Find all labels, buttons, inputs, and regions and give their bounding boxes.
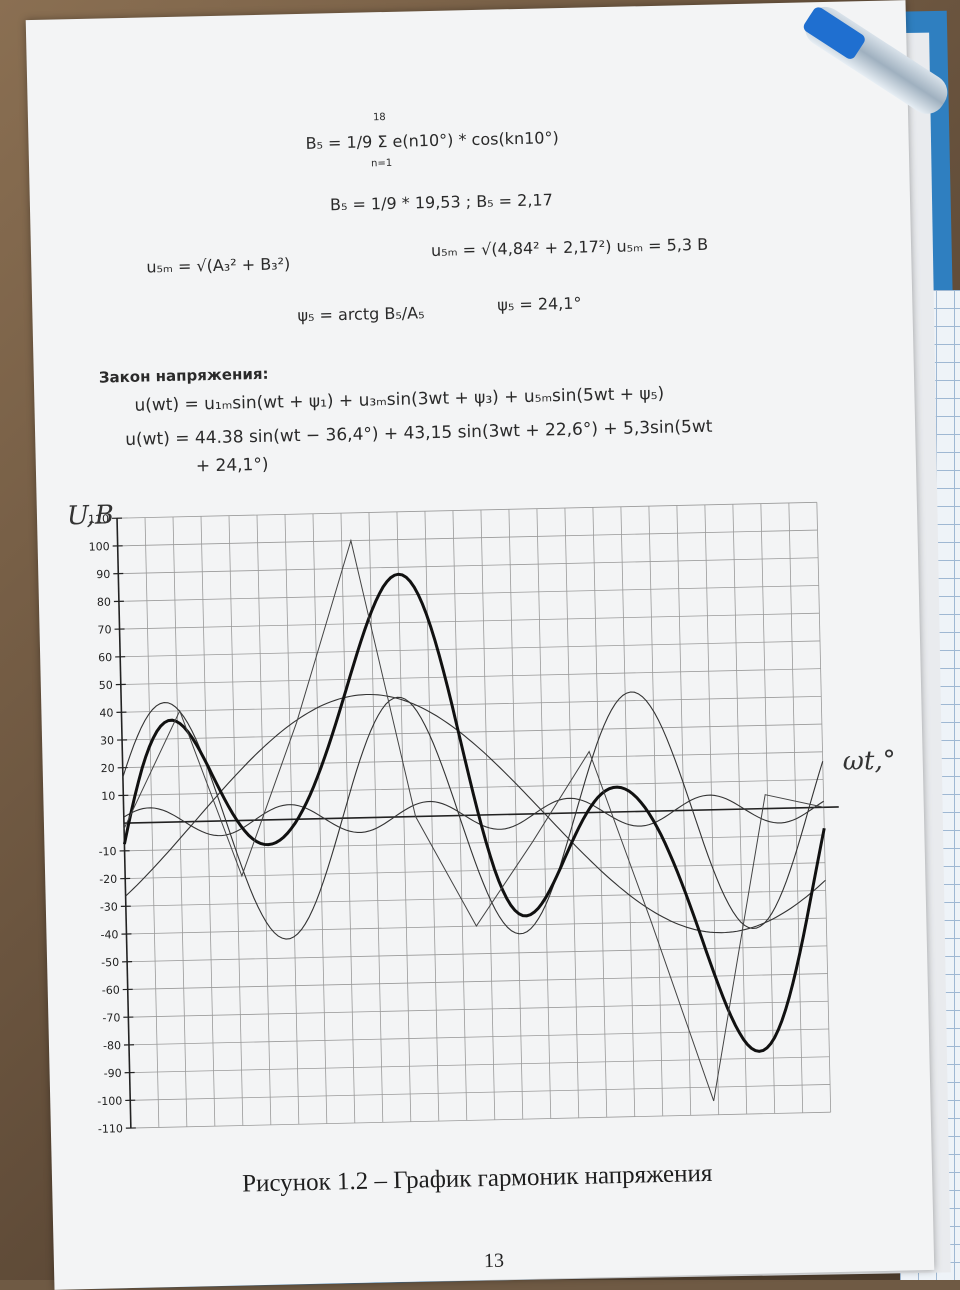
y-tick-label: -20 xyxy=(99,873,117,886)
y-tick-label: 20 xyxy=(101,762,115,775)
grid-line-horizontal xyxy=(119,585,819,601)
y-tick-label: 10 xyxy=(101,790,115,803)
grid-line-horizontal xyxy=(128,974,828,990)
harmonics-chart: 110100908070605040302010-10-20-30-40-50-… xyxy=(57,481,872,1159)
grid-line-horizontal xyxy=(126,890,826,906)
y-tick-label: -70 xyxy=(102,1011,120,1024)
b5-sum-formula: B₅ = 1/9 Σ e(n10°) * cos(kn10°) xyxy=(305,128,559,153)
y-tick-label: -30 xyxy=(100,900,118,913)
y-tick-label: -110 xyxy=(98,1122,123,1136)
grid-line-horizontal xyxy=(125,863,825,879)
grid-line-horizontal xyxy=(120,641,820,657)
y-tick-label: 50 xyxy=(99,679,113,692)
grid-line-horizontal xyxy=(118,558,818,574)
sum-upper-limit: 18 xyxy=(373,112,386,123)
grid-line-horizontal xyxy=(122,724,822,740)
y-tick-label: 100 xyxy=(89,540,110,553)
grid-line-horizontal xyxy=(120,613,820,629)
sampled-voltage-polyline xyxy=(118,530,831,1114)
psi5-value: ψ₅ = 24,1° xyxy=(497,294,582,315)
sum-lower-limit: n=1 xyxy=(371,158,392,169)
grid-line-horizontal xyxy=(117,502,817,518)
y-tick-label: -90 xyxy=(104,1067,122,1080)
u5m-calculation: u₅ₘ = √(4,84² + 2,17²) u₅ₘ = 5,3 В xyxy=(431,235,709,260)
psi5-definition: ψ₅ = arctg B₅/A₅ xyxy=(297,303,424,325)
figure-caption: Рисунок 1.2 – График гармоник напряжения xyxy=(242,1160,713,1199)
x-axis-handwritten-label: ωt,° xyxy=(842,746,896,777)
grid-line-horizontal xyxy=(121,669,821,685)
b5-calc-formula: B₅ = 1/9 * 19,53 ; B₅ = 2,17 xyxy=(330,190,553,214)
document-page: B₅ = 1/9 Σ e(n10°) * cos(kn10°) 18 n=1 B… xyxy=(26,0,935,1290)
y-tick-label: -10 xyxy=(98,845,116,858)
grid-line-horizontal xyxy=(123,752,823,768)
law-heading: Закон напряжения: xyxy=(99,365,269,387)
y-tick-label: 70 xyxy=(97,623,111,636)
y-tick-label: 60 xyxy=(98,651,112,664)
y-tick-label: 30 xyxy=(100,734,114,747)
law-general-formula: u(wt) = u₁ₘsin(wt + ψ₁) + u₃ₘsin(3wt + ψ… xyxy=(134,384,664,416)
law-numeric-formula-line1: u(wt) = 44.38 sin(wt − 36,4°) + 43,15 si… xyxy=(125,417,713,450)
y-tick-label: -80 xyxy=(103,1039,121,1052)
law-numeric-formula-line2: + 24,1°) xyxy=(196,455,269,477)
y-tick-label: -50 xyxy=(101,956,119,969)
grid-line-horizontal xyxy=(128,1001,828,1017)
y-axis-handwritten-label: U,B xyxy=(67,500,115,531)
chart-curves xyxy=(118,530,831,1114)
y-tick-label: -60 xyxy=(102,984,120,997)
y-tick-label: -40 xyxy=(100,928,118,941)
y-tick-label: 90 xyxy=(96,568,110,581)
grid-line-horizontal xyxy=(130,1057,830,1073)
grid-line-horizontal xyxy=(127,946,827,962)
grid-line-horizontal xyxy=(121,696,821,712)
u5m-definition: u₅ₘ = √(A₃² + B₃²) xyxy=(146,254,290,276)
page-number: 13 xyxy=(484,1250,505,1273)
y-tick-label: 80 xyxy=(97,596,111,609)
y-tick-label: 40 xyxy=(99,706,113,719)
grid-line-horizontal xyxy=(131,1112,831,1128)
chart-axes xyxy=(117,502,846,1128)
y-tick-label: -100 xyxy=(97,1095,122,1109)
grid-line-horizontal xyxy=(118,530,818,546)
grid-line-horizontal xyxy=(130,1084,830,1100)
